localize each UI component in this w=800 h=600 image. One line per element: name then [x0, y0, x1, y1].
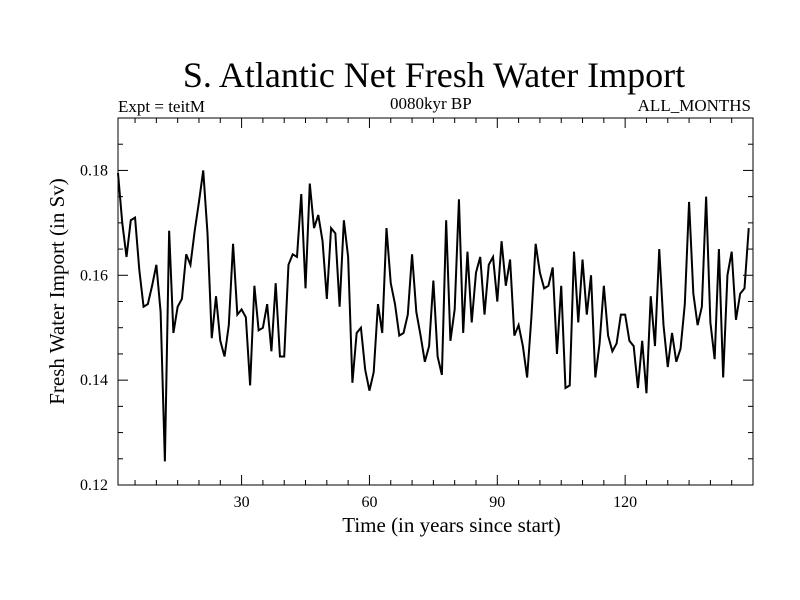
x-tick-label: 120 — [613, 494, 637, 511]
x-tick-label: 60 — [361, 494, 377, 511]
series-layer — [117, 170, 750, 462]
x-axis-label: Time (in years since start) — [342, 513, 561, 537]
y-axis-label: Fresh Water Import (in Sv) — [45, 178, 69, 405]
y-tick-label: 0.12 — [80, 477, 108, 494]
y-tick-label: 0.18 — [80, 162, 108, 179]
tick-labels: 30 60 90 120 0.12 0.14 0.16 0.18 — [80, 162, 637, 511]
x-tick-label: 30 — [234, 494, 250, 511]
chart-title: S. Atlantic Net Fresh Water Import — [182, 55, 686, 95]
series-line-fresh_water_import — [117, 170, 750, 462]
axis-ticks — [118, 118, 753, 486]
experiment-label: Expt = teitM — [118, 97, 206, 116]
x-tick-label: 90 — [489, 494, 505, 511]
plot-frame — [117, 117, 754, 486]
y-tick-label: 0.16 — [80, 267, 108, 284]
y-tick-label: 0.14 — [80, 372, 108, 389]
months-label: ALL_MONTHS — [637, 96, 751, 115]
period-label: 0080kyr BP — [390, 94, 472, 113]
